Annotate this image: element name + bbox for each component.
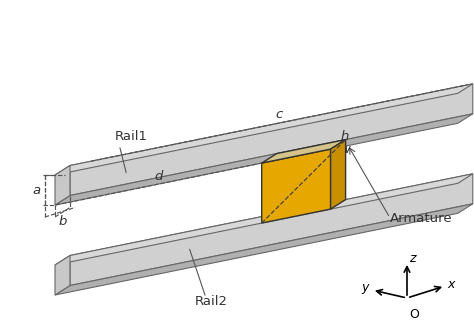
Polygon shape [55,84,473,175]
Polygon shape [330,140,346,209]
Text: Armature: Armature [390,212,453,225]
Text: y: y [362,281,369,294]
Text: d: d [154,170,163,183]
Text: z: z [409,251,416,264]
Text: x: x [447,278,455,291]
Text: Rail1: Rail1 [115,130,148,143]
Polygon shape [55,256,70,295]
Polygon shape [70,84,473,196]
Text: Rail2: Rail2 [195,295,228,308]
Text: w: w [340,143,351,156]
Text: a: a [33,184,41,197]
Text: O: O [409,308,419,321]
Text: h: h [340,130,348,143]
Polygon shape [55,204,473,295]
Polygon shape [55,166,70,205]
Polygon shape [55,114,473,205]
Text: c: c [276,108,283,121]
Text: b: b [58,215,67,228]
Text: +I: +I [55,179,70,192]
Polygon shape [262,140,346,163]
Polygon shape [70,174,473,286]
Text: -I: -I [58,269,67,282]
Polygon shape [262,149,330,223]
Polygon shape [55,174,473,265]
